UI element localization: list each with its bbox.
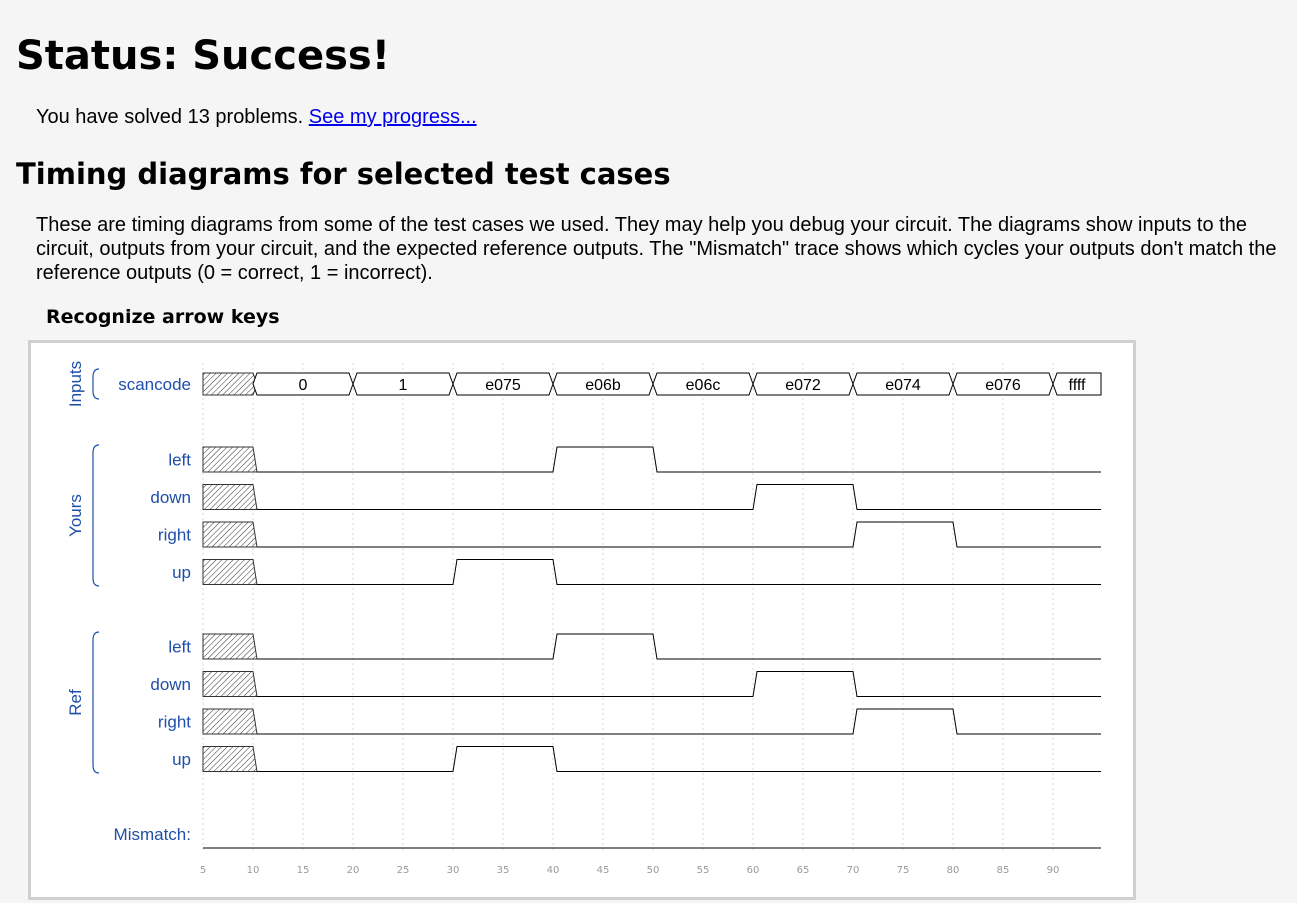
ref-label-up: up — [172, 750, 191, 769]
ref-bracket — [92, 631, 100, 774]
timing-diagram-svg: Inputs Yours Ref scancode 0 1 e075 e06b e06c e07… — [66, 361, 1102, 876]
mismatch-label: Mismatch: — [114, 825, 191, 844]
yours-label-right: right — [158, 526, 191, 545]
yours-unknown-up — [202, 559, 258, 585]
time-tick-label: 60 — [747, 865, 760, 876]
yours-label-up: up — [172, 563, 191, 582]
diagram-title: Recognize arrow keys — [46, 306, 280, 328]
time-tick-label: 35 — [497, 865, 510, 876]
yours-group-label: Yours — [66, 494, 85, 537]
inputs-group-label: Inputs — [66, 361, 85, 407]
time-tick-label: 10 — [247, 865, 260, 876]
ref-unknown-right — [202, 708, 258, 735]
scancode-value-label: e072 — [785, 377, 821, 394]
ref-waveform-up — [257, 746, 1101, 772]
time-tick-label: 90 — [1047, 865, 1060, 876]
time-tick-label: 50 — [647, 865, 660, 876]
status-title: Status: Success! — [16, 33, 390, 79]
timing-diagram: Inputs Yours Ref scancode 0 1 e075 e06b e06c e07… — [28, 340, 1136, 900]
ref-unknown-down — [202, 671, 258, 697]
scancode-value-label: e075 — [485, 377, 521, 394]
time-tick-label: 40 — [547, 865, 560, 876]
solved-line: You have solved 13 problems. See my prog… — [36, 104, 477, 130]
scancode-value-label: 0 — [299, 377, 308, 394]
see-progress-link[interactable]: See my progress... — [308, 106, 477, 128]
yours-waveform-left — [257, 446, 1101, 473]
yours-unknown-down — [202, 484, 258, 510]
scancode-value-label: 1 — [399, 377, 408, 394]
signal-label-scancode: scancode — [118, 375, 191, 394]
time-tick-label: 30 — [447, 865, 460, 876]
yours-label-left: left — [168, 451, 191, 470]
yours-waveform-right — [257, 521, 1101, 548]
ref-label-down: down — [150, 675, 191, 694]
time-tick-label: 75 — [897, 865, 910, 876]
section-title: Timing diagrams for selected test cases — [16, 157, 671, 191]
scancode-segment — [1052, 372, 1102, 396]
time-tick-label: 15 — [297, 865, 310, 876]
yours-bracket — [92, 444, 100, 587]
time-tick-label: 70 — [847, 865, 860, 876]
time-tick-label: 20 — [347, 865, 360, 876]
intro-paragraph: These are timing diagrams from some of t… — [36, 214, 1277, 284]
scancode-value-label: ffff — [1069, 377, 1086, 394]
ref-unknown-up — [202, 746, 258, 772]
scancode-value-label: e074 — [885, 377, 921, 394]
scancode-unknown-segment — [202, 372, 258, 396]
inputs-bracket — [92, 368, 100, 400]
ref-waveform-left — [257, 633, 1101, 660]
ref-unknown-left — [202, 633, 258, 660]
yours-waveform-up — [257, 559, 1101, 585]
yours-unknown-left — [202, 446, 258, 473]
yours-waveform-down — [257, 484, 1101, 510]
yours-unknown-right — [202, 521, 258, 548]
solved-count-text: You have solved 13 problems. — [36, 106, 304, 128]
time-tick-label: 55 — [697, 865, 710, 876]
ref-waveform-down — [257, 671, 1101, 697]
ref-group-label: Ref — [66, 689, 85, 716]
yours-label-down: down — [150, 488, 191, 507]
scancode-value-label: e06c — [686, 377, 721, 394]
time-tick-label: 45 — [597, 865, 610, 876]
ref-label-right: right — [158, 713, 191, 732]
ref-waveform-right — [257, 708, 1101, 735]
time-tick-label: 5 — [200, 865, 206, 876]
time-tick-label: 85 — [997, 865, 1010, 876]
scancode-value-label: e076 — [985, 377, 1021, 394]
time-tick-label: 80 — [947, 865, 960, 876]
time-tick-label: 65 — [797, 865, 810, 876]
scancode-value-label: e06b — [585, 377, 621, 394]
time-tick-label: 25 — [397, 865, 410, 876]
ref-label-left: left — [168, 638, 191, 657]
